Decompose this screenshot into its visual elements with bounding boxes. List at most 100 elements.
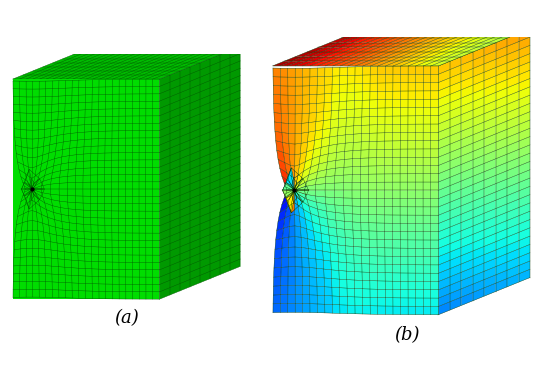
Polygon shape [484, 76, 496, 89]
Polygon shape [423, 149, 431, 157]
Polygon shape [360, 166, 368, 174]
Polygon shape [384, 149, 393, 158]
Polygon shape [369, 149, 377, 158]
Polygon shape [519, 145, 530, 158]
Polygon shape [473, 122, 484, 135]
Polygon shape [484, 125, 496, 139]
Polygon shape [302, 68, 310, 77]
Polygon shape [282, 176, 293, 188]
Polygon shape [339, 270, 347, 280]
Polygon shape [443, 29, 462, 33]
Polygon shape [400, 174, 408, 182]
Polygon shape [352, 174, 360, 183]
Polygon shape [354, 247, 362, 255]
Polygon shape [507, 100, 519, 113]
Polygon shape [408, 298, 416, 306]
Polygon shape [412, 47, 431, 52]
Polygon shape [345, 237, 354, 247]
Polygon shape [458, 47, 477, 52]
Polygon shape [416, 91, 424, 99]
Polygon shape [362, 272, 370, 281]
Polygon shape [273, 61, 292, 66]
Polygon shape [295, 304, 303, 312]
Polygon shape [368, 215, 377, 223]
Polygon shape [423, 240, 431, 248]
Polygon shape [382, 57, 401, 61]
Polygon shape [332, 305, 340, 314]
Polygon shape [315, 250, 323, 260]
Polygon shape [438, 285, 450, 298]
Polygon shape [398, 38, 416, 43]
Polygon shape [438, 244, 450, 257]
Polygon shape [295, 133, 301, 144]
Polygon shape [384, 223, 393, 231]
Polygon shape [450, 256, 461, 269]
Polygon shape [370, 83, 378, 92]
Polygon shape [400, 273, 408, 282]
Polygon shape [461, 68, 473, 81]
Polygon shape [450, 123, 461, 136]
Polygon shape [507, 257, 519, 270]
Polygon shape [13, 46, 240, 79]
Polygon shape [519, 219, 530, 233]
Polygon shape [285, 204, 292, 218]
Polygon shape [338, 254, 346, 263]
Polygon shape [450, 115, 461, 128]
Polygon shape [423, 182, 431, 190]
Polygon shape [408, 248, 416, 256]
Polygon shape [438, 294, 450, 307]
Polygon shape [400, 124, 408, 132]
Polygon shape [377, 141, 385, 149]
Polygon shape [450, 297, 461, 310]
Polygon shape [462, 33, 481, 38]
Polygon shape [353, 230, 361, 239]
Polygon shape [454, 52, 473, 57]
Polygon shape [310, 277, 317, 286]
Polygon shape [344, 221, 353, 230]
Polygon shape [450, 73, 461, 86]
Polygon shape [496, 63, 507, 76]
Polygon shape [283, 152, 290, 165]
Polygon shape [393, 132, 400, 141]
Polygon shape [416, 52, 435, 57]
Polygon shape [324, 68, 332, 77]
Polygon shape [295, 171, 304, 186]
Polygon shape [408, 66, 416, 74]
Polygon shape [473, 172, 484, 185]
Polygon shape [316, 259, 324, 269]
Polygon shape [431, 307, 438, 315]
Polygon shape [408, 61, 427, 66]
Polygon shape [393, 108, 400, 116]
Polygon shape [431, 149, 438, 157]
Polygon shape [377, 116, 385, 125]
Polygon shape [321, 233, 330, 244]
Polygon shape [385, 273, 393, 281]
Polygon shape [400, 132, 408, 141]
Polygon shape [400, 207, 408, 215]
Polygon shape [443, 38, 462, 43]
Polygon shape [332, 84, 340, 93]
Polygon shape [519, 162, 530, 174]
Polygon shape [401, 52, 420, 57]
Polygon shape [343, 175, 352, 183]
Polygon shape [450, 289, 461, 302]
Polygon shape [424, 298, 431, 307]
Polygon shape [385, 124, 393, 133]
Polygon shape [416, 298, 424, 306]
Polygon shape [447, 33, 466, 38]
Polygon shape [481, 29, 500, 33]
Polygon shape [496, 146, 507, 159]
Polygon shape [408, 116, 416, 124]
Polygon shape [461, 243, 473, 256]
Polygon shape [390, 47, 409, 52]
Polygon shape [320, 225, 329, 235]
Polygon shape [375, 29, 394, 33]
Polygon shape [496, 96, 507, 109]
Polygon shape [496, 212, 507, 225]
Polygon shape [333, 43, 353, 47]
Polygon shape [278, 159, 287, 173]
Polygon shape [431, 157, 438, 166]
Polygon shape [283, 226, 289, 238]
Polygon shape [273, 77, 280, 86]
Polygon shape [477, 33, 496, 38]
